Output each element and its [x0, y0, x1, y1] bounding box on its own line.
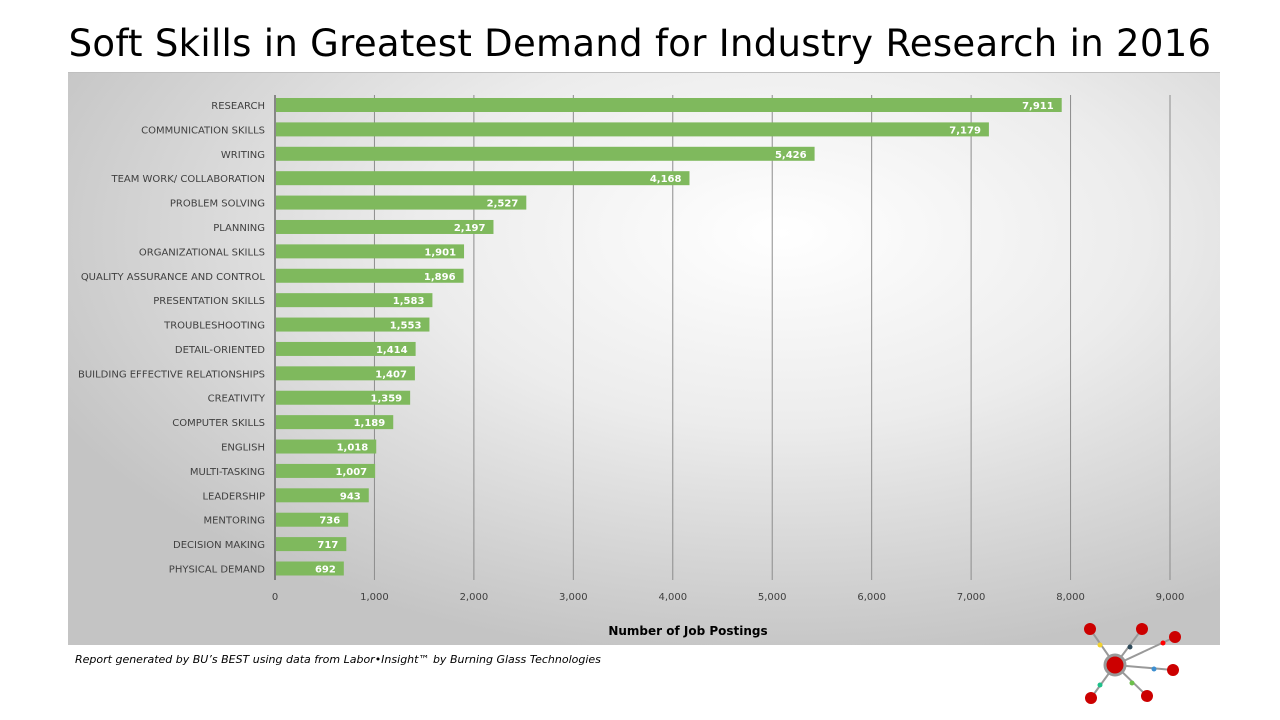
x-tick-label: 1,000: [360, 592, 389, 603]
footer-note: Report generated by BU’s BEST using data…: [75, 653, 601, 666]
bar: [276, 537, 347, 552]
chart-title: Soft Skills in Greatest Demand for Indus…: [68, 22, 1212, 65]
category-label: WRITING: [221, 150, 265, 161]
data-label: 1,189: [354, 418, 386, 429]
bar: [276, 415, 394, 430]
data-label: 736: [319, 516, 340, 527]
category-label: LEADERSHIP: [202, 491, 265, 502]
bar: [276, 512, 349, 527]
category-label: RESEARCH: [211, 101, 265, 112]
x-tick-label: 2,000: [460, 592, 489, 603]
x-tick-label: 3,000: [559, 592, 588, 603]
bar: [276, 268, 464, 283]
data-label: 717: [317, 540, 338, 551]
bar: [276, 122, 989, 137]
data-label: 1,359: [371, 394, 403, 405]
x-tick-label: 7,000: [957, 592, 986, 603]
category-label: MENTORING: [203, 516, 265, 527]
chart-panel: [68, 73, 1220, 645]
category-label: PHYSICAL DEMAND: [169, 565, 265, 576]
bar: [276, 366, 415, 381]
network-logo: [1084, 623, 1181, 704]
data-label: 943: [340, 491, 361, 502]
category-label: ENGLISH: [221, 443, 265, 454]
bar: [276, 317, 430, 332]
data-label: 1,407: [375, 369, 407, 380]
category-label: DETAIL-ORIENTED: [175, 345, 265, 356]
bar: [276, 146, 815, 161]
data-label: 7,179: [949, 125, 981, 136]
x-tick-label: 5,000: [758, 592, 787, 603]
bar: [276, 171, 690, 186]
data-label: 1,553: [390, 321, 422, 332]
data-label: 1,018: [337, 443, 369, 454]
category-label: ORGANIZATIONAL SKILLS: [139, 247, 265, 258]
bar: [276, 439, 377, 454]
category-label: PRESENTATION SKILLS: [153, 296, 265, 307]
category-label: DECISION MAKING: [173, 540, 265, 551]
category-label: CREATIVITY: [208, 394, 266, 405]
category-label: MULTI-TASKING: [190, 467, 265, 478]
data-label: 7,911: [1022, 101, 1054, 112]
bar: [276, 293, 433, 308]
bar: [276, 488, 369, 503]
category-label: QUALITY ASSURANCE AND CONTROL: [81, 272, 266, 283]
data-label: 1,414: [376, 345, 408, 356]
category-label: BUILDING EFFECTIVE RELATIONSHIPS: [78, 369, 265, 380]
data-label: 1,583: [393, 296, 425, 307]
category-label: TEAM WORK/ COLLABORATION: [110, 174, 265, 185]
data-label: 4,168: [650, 174, 682, 185]
x-axis-label: Number of Job Postings: [608, 624, 767, 638]
category-label: PROBLEM SOLVING: [170, 199, 265, 210]
bar: [276, 98, 1062, 112]
category-label: TROUBLESHOOTING: [163, 321, 265, 332]
bar: [276, 244, 465, 259]
data-label: 5,426: [775, 150, 807, 161]
bar: [276, 463, 376, 478]
data-label: 1,896: [424, 272, 456, 283]
data-label: 1,901: [424, 247, 456, 258]
x-tick-label: 8,000: [1056, 592, 1085, 603]
bar: [276, 390, 411, 405]
x-tick-label: 6,000: [857, 592, 886, 603]
title-divider: [68, 72, 1220, 73]
category-label: COMPUTER SKILLS: [172, 418, 265, 429]
bar: [276, 561, 344, 576]
data-label: 2,527: [487, 199, 519, 210]
data-label: 2,197: [454, 223, 486, 234]
x-tick-label: 4,000: [658, 592, 687, 603]
bar: [276, 219, 494, 234]
bar: [276, 341, 416, 356]
category-label: PLANNING: [213, 223, 265, 234]
bar: [276, 195, 527, 210]
category-label: COMMUNICATION SKILLS: [141, 125, 265, 136]
x-tick-label: 0: [272, 592, 278, 603]
x-tick-label: 9,000: [1156, 592, 1185, 603]
data-label: 692: [315, 565, 336, 576]
data-label: 1,007: [335, 467, 367, 478]
